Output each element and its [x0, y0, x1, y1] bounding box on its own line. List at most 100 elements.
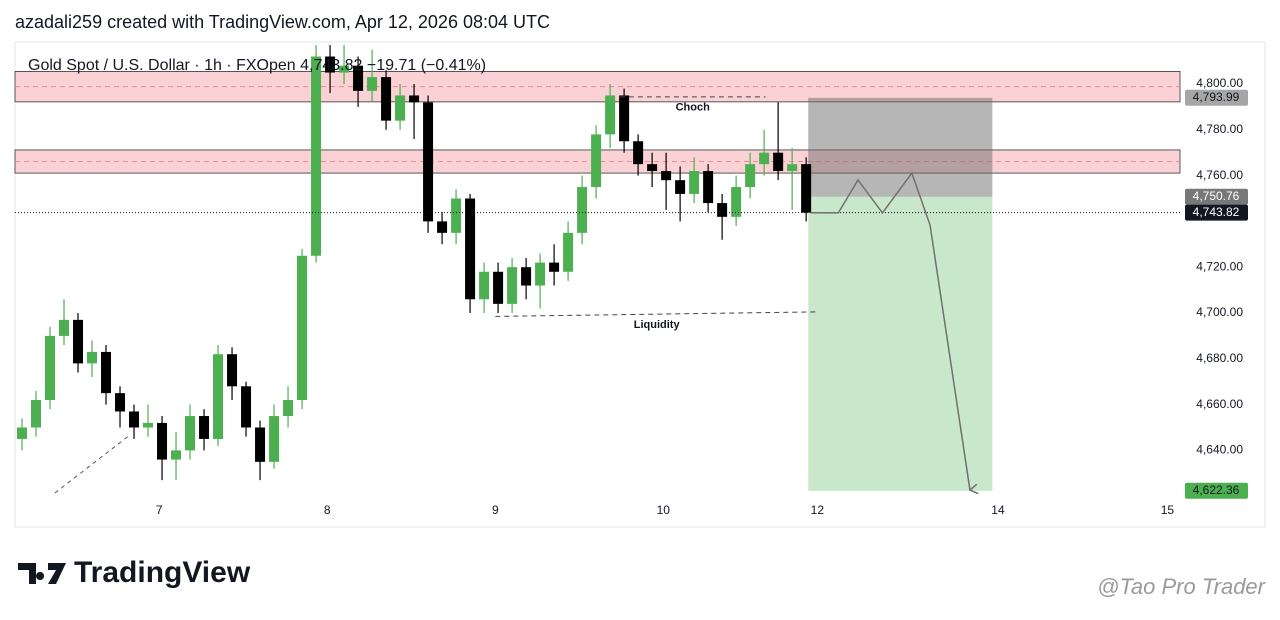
x-tick-label: 15: [1161, 503, 1175, 517]
logo-icon: [18, 563, 66, 584]
candle-body: [437, 221, 448, 233]
y-tick-label: 4,640.00: [1196, 443, 1243, 457]
change: −19.71 (−0.41%): [367, 57, 486, 74]
candle-body: [157, 422, 168, 460]
annotation-line: [495, 311, 819, 317]
last-price: 4,743.82: [300, 57, 362, 74]
y-tick-label: 4,720.00: [1196, 259, 1243, 273]
candle-body: [325, 56, 336, 73]
logo: TradingView: [18, 556, 251, 589]
candle-body: [129, 411, 140, 428]
candle-body: [339, 65, 350, 73]
candle-body: [115, 393, 126, 412]
candle-body: [507, 267, 518, 304]
candle-body: [647, 164, 658, 172]
candle-body: [591, 134, 602, 188]
candle-body: [185, 416, 196, 451]
candle-body: [381, 77, 392, 121]
candle-body: [787, 164, 798, 172]
projection-path: [810, 171, 970, 490]
stop-area: [808, 97, 993, 197]
candle-body: [605, 95, 616, 135]
chart: 7 8 9 10 12 14 15 4,640.00 4,660.00 4,680.00 4,700…: [14, 45, 1248, 517]
candle-body: [759, 152, 770, 165]
target-price-label-bg: [1185, 482, 1248, 499]
candle-body: [745, 164, 756, 188]
y-tick-label: 4,680.00: [1196, 351, 1243, 365]
candle-body: [577, 187, 588, 233]
candle-body: [773, 152, 784, 172]
annotation-label: Choch: [676, 102, 711, 114]
x-tick-label: 14: [991, 503, 1005, 517]
watermark: @Tao Pro Trader: [1097, 574, 1267, 599]
candle-body: [451, 198, 462, 233]
candle-body: [717, 203, 728, 217]
candle-body: [353, 65, 364, 91]
stop-price-label: 4,793.99: [1193, 90, 1240, 104]
x-tick-label: 12: [811, 503, 825, 517]
candle-body: [297, 255, 308, 401]
candle-body: [31, 400, 42, 428]
candle-body: [731, 187, 742, 217]
candle-body: [87, 351, 98, 364]
candle-body: [143, 422, 154, 428]
candle-body: [283, 400, 294, 417]
last-price-label-bg: [1185, 204, 1248, 221]
chart-title: Gold Spot / U.S. Dollar · 1h · FXOpen 4,…: [28, 57, 486, 74]
candle-body: [255, 427, 266, 462]
candle-body: [269, 416, 280, 462]
x-tick-label: 7: [156, 503, 163, 517]
x-tick-label: 10: [657, 503, 671, 517]
credit: azadali259 created with TradingView.com,…: [15, 12, 550, 32]
chart-frame: [14, 41, 1266, 528]
last-price-label: 4,743.82: [1193, 205, 1240, 219]
candle-body: [73, 319, 84, 364]
x-tick-label: 8: [324, 503, 331, 517]
candle-body: [563, 232, 574, 272]
y-tick-label: 4,760.00: [1196, 168, 1243, 182]
candle-body: [395, 95, 406, 121]
trendline: [54, 434, 131, 494]
candle-body: [801, 164, 812, 213]
candle-body: [521, 267, 532, 286]
candle-body: [633, 141, 644, 165]
candle-body: [311, 56, 322, 256]
candle-body: [171, 450, 182, 460]
symbol: Gold Spot / U.S. Dollar · 1h · FXOpen: [28, 57, 296, 74]
candle-body: [367, 77, 378, 91]
entry-price-label: 4,750.76: [1193, 189, 1240, 203]
candle-body: [45, 335, 56, 401]
candle-body: [465, 198, 476, 300]
candle-body: [549, 262, 560, 272]
candle-body: [479, 271, 490, 300]
candle-body: [101, 351, 112, 394]
candle-body: [227, 354, 238, 387]
stop-price-label-bg: [1185, 89, 1248, 106]
annotation-label: Liquidity: [634, 319, 681, 331]
y-tick-label: 4,700.00: [1196, 305, 1243, 319]
candle-body: [619, 95, 630, 142]
y-tick-label: 4,660.00: [1196, 397, 1243, 411]
candle-body: [423, 102, 434, 222]
candle-body: [409, 95, 420, 103]
candle-body: [661, 171, 672, 181]
entry-price-label-bg: [1185, 188, 1248, 205]
target-price-label: 4,622.36: [1193, 483, 1240, 497]
candle-body: [213, 354, 224, 439]
candle-body: [689, 171, 700, 194]
candle-body: [535, 262, 546, 286]
candle-body: [703, 171, 714, 204]
candle-body: [59, 319, 70, 336]
candle-body: [241, 386, 252, 428]
candle-body: [493, 271, 504, 304]
candle-body: [17, 427, 28, 439]
supply-zone: [14, 71, 1181, 103]
target-area: [808, 196, 993, 491]
logo-text: TradingView: [74, 556, 251, 589]
candle-body: [199, 416, 210, 439]
y-tick-label: 4,780.00: [1196, 122, 1243, 136]
y-tick-label: 4,800.00: [1196, 76, 1243, 90]
x-tick-label: 9: [492, 503, 499, 517]
candle-body: [675, 180, 686, 194]
